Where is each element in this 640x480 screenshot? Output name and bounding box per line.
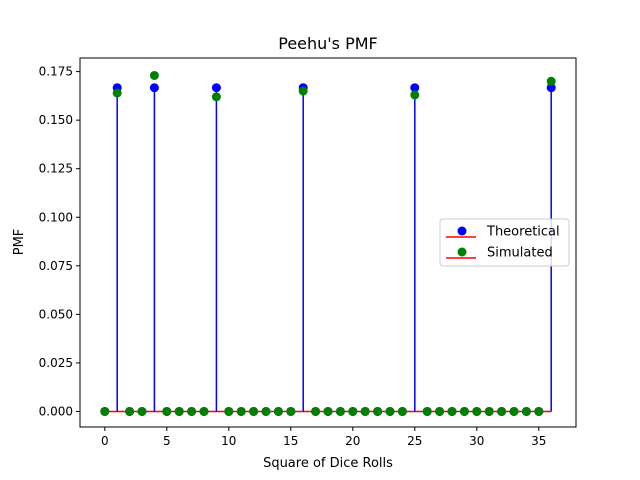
simulated-marker <box>459 406 469 416</box>
simulated-marker <box>385 406 395 416</box>
simulated-marker <box>410 90 420 100</box>
simulated-marker <box>521 406 531 416</box>
simulated-marker <box>162 406 172 416</box>
x-tick-label: 25 <box>407 434 422 448</box>
legend-items: Theoretical Simulated <box>446 225 560 261</box>
simulated-marker <box>125 406 135 416</box>
x-tick-label: 15 <box>283 434 298 448</box>
theoretical-marker <box>149 83 159 93</box>
simulated-marker <box>211 92 221 102</box>
simulated-marker <box>348 406 358 416</box>
simulated-marker <box>137 406 147 416</box>
simulated-marker <box>422 406 432 416</box>
legend-box <box>439 218 570 267</box>
simulated-marker <box>261 406 271 416</box>
simulated-marker <box>100 406 110 416</box>
legend: Theoretical Simulated <box>439 218 570 267</box>
simulated-marker <box>298 86 308 96</box>
simulated-marker <box>447 406 457 416</box>
legend-label-simulated: Simulated <box>487 246 553 261</box>
simulated-marker <box>546 76 556 86</box>
simulated-marker <box>497 406 507 416</box>
y-axis-label: PMF <box>12 229 27 256</box>
y-tick-label: 0.100 <box>39 210 73 224</box>
simulated-marker <box>286 406 296 416</box>
x-axis-ticks: 0 5 10 15 20 25 30 35 <box>101 427 546 448</box>
simulated-marker <box>187 406 197 416</box>
y-tick-label: 0.075 <box>39 259 73 273</box>
x-tick-label: 5 <box>163 434 171 448</box>
simulated-marker <box>273 406 283 416</box>
theoretical-marker <box>546 83 556 93</box>
y-tick-label: 0.025 <box>39 356 73 370</box>
simulated-marker <box>224 406 234 416</box>
y-tick-label: 0.050 <box>39 307 73 321</box>
simulated-marker <box>323 406 333 416</box>
x-tick-label: 35 <box>531 434 546 448</box>
plot-area <box>100 70 556 416</box>
simulated-marker <box>236 406 246 416</box>
simulated-marker <box>311 406 321 416</box>
y-tick-label: 0.150 <box>39 113 73 127</box>
simulated-marker <box>360 406 370 416</box>
simulated-marker <box>484 406 494 416</box>
x-tick-label: 10 <box>221 434 236 448</box>
simulated-marker <box>373 406 383 416</box>
x-tick-label: 0 <box>101 434 109 448</box>
y-tick-label: 0.000 <box>39 404 73 418</box>
x-tick-label: 30 <box>469 434 484 448</box>
y-tick-label: 0.175 <box>39 65 73 79</box>
theoretical-marker <box>410 83 420 93</box>
simulated-marker <box>149 70 159 80</box>
y-axis-ticks: 0.000 0.025 0.050 0.075 0.100 0.125 0.150 0.175 <box>39 65 80 418</box>
simulated-marker <box>112 88 122 98</box>
simulated-marker <box>335 406 345 416</box>
simulated-marker <box>249 406 259 416</box>
simulated-marker <box>509 406 519 416</box>
legend-marker-theoretical <box>457 226 467 236</box>
simulated-marker <box>174 406 184 416</box>
simulated-marker <box>397 406 407 416</box>
chart-title: Peehu's PMF <box>278 34 378 53</box>
theoretical-marker <box>211 83 221 93</box>
simulated-marker <box>472 406 482 416</box>
x-tick-label: 20 <box>345 434 360 448</box>
simulated-marker <box>435 406 445 416</box>
simulated-marker <box>534 406 544 416</box>
legend-marker-simulated <box>457 247 467 257</box>
x-axis-label: Square of Dice Rolls <box>263 456 393 471</box>
axes-frame <box>79 57 577 428</box>
legend-label-theoretical: Theoretical <box>486 225 560 240</box>
y-tick-label: 0.125 <box>39 162 73 176</box>
simulated-marker <box>199 406 209 416</box>
